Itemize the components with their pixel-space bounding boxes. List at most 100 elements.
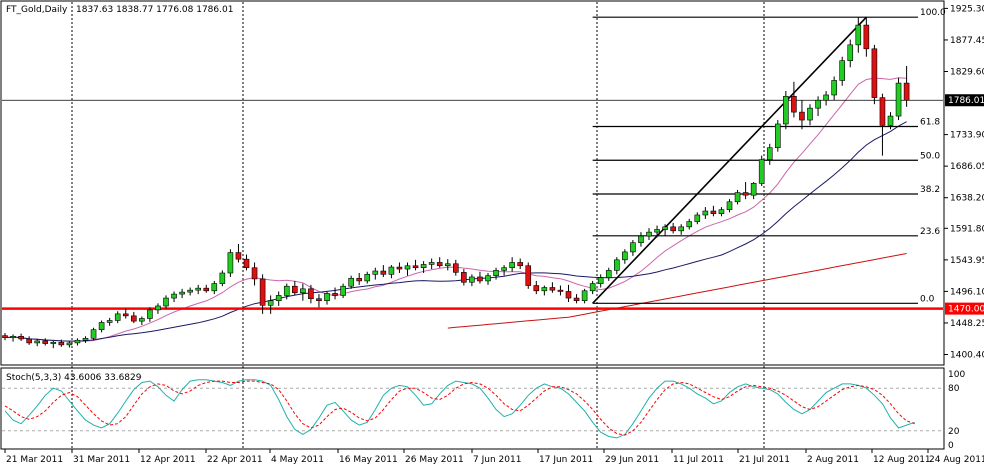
- candle[interactable]: [364, 271, 371, 284]
- candle[interactable]: [799, 100, 805, 130]
- candle[interactable]: [815, 96, 821, 117]
- candle[interactable]: [332, 287, 338, 300]
- current-price-box[interactable]: [945, 94, 984, 107]
- candle[interactable]: [662, 224, 668, 237]
- candle[interactable]: [525, 262, 532, 289]
- candle[interactable]: [324, 291, 330, 305]
- candle[interactable]: [114, 311, 121, 324]
- candle[interactable]: [82, 336, 89, 343]
- candle[interactable]: [783, 91, 789, 130]
- candle[interactable]: [50, 340, 57, 349]
- candle[interactable]: [308, 284, 314, 304]
- candle[interactable]: [847, 39, 854, 68]
- candle[interactable]: [726, 199, 733, 213]
- candle[interactable]: [412, 259, 419, 271]
- candle[interactable]: [622, 249, 628, 264]
- candle[interactable]: [831, 76, 837, 101]
- candle[interactable]: [879, 93, 886, 156]
- candle[interactable]: [42, 338, 49, 346]
- candle[interactable]: [396, 262, 403, 274]
- candle[interactable]: [758, 155, 765, 186]
- candle[interactable]: [404, 262, 411, 276]
- candle[interactable]: [90, 327, 97, 341]
- candle[interactable]: [74, 338, 81, 346]
- candle[interactable]: [766, 143, 773, 165]
- candle[interactable]: [171, 291, 177, 303]
- candle[interactable]: [509, 257, 515, 272]
- candle[interactable]: [718, 207, 725, 217]
- candle[interactable]: [356, 273, 363, 285]
- support-price-box[interactable]: [945, 302, 984, 315]
- candle[interactable]: [734, 189, 741, 205]
- candle[interactable]: [678, 224, 685, 235]
- candle[interactable]: [541, 285, 548, 296]
- candle[interactable]: [380, 265, 387, 277]
- candle[interactable]: [774, 120, 781, 152]
- candle[interactable]: [493, 267, 499, 280]
- candle[interactable]: [251, 262, 258, 286]
- candle[interactable]: [163, 295, 169, 309]
- candle[interactable]: [461, 269, 467, 286]
- candle[interactable]: [557, 285, 564, 296]
- candle[interactable]: [147, 307, 153, 322]
- candle[interactable]: [702, 207, 709, 219]
- candle[interactable]: [179, 288, 185, 299]
- candle[interactable]: [871, 44, 878, 105]
- candle[interactable]: [686, 218, 693, 230]
- candle[interactable]: [428, 258, 435, 270]
- candle[interactable]: [581, 288, 588, 304]
- candle[interactable]: [807, 104, 813, 126]
- candle[interactable]: [106, 317, 113, 326]
- candle[interactable]: [340, 283, 346, 299]
- candle[interactable]: [638, 232, 644, 247]
- candle[interactable]: [139, 316, 145, 326]
- candle[interactable]: [58, 339, 65, 347]
- candle[interactable]: [839, 56, 846, 86]
- candle[interactable]: [259, 274, 266, 314]
- date-axis[interactable]: 21 Mar 2011 31 Mar 2011 12 Apr 2011 22 Apr …: [4, 449, 984, 465]
- candle[interactable]: [517, 258, 524, 270]
- candle[interactable]: [195, 284, 201, 295]
- candle[interactable]: [452, 259, 459, 276]
- candle[interactable]: [501, 265, 507, 276]
- candle[interactable]: [187, 287, 193, 296]
- price-panel[interactable]: [0, 0, 945, 366]
- candle[interactable]: [613, 257, 620, 275]
- candle[interactable]: [485, 273, 491, 285]
- candle[interactable]: [646, 228, 652, 241]
- candle[interactable]: [436, 257, 443, 268]
- candle[interactable]: [34, 338, 41, 347]
- candle[interactable]: [211, 280, 218, 295]
- candle[interactable]: [533, 280, 540, 295]
- candle[interactable]: [549, 282, 556, 293]
- candle[interactable]: [267, 295, 274, 314]
- candle[interactable]: [895, 77, 902, 121]
- candle[interactable]: [710, 205, 717, 217]
- candle[interactable]: [444, 259, 451, 271]
- candle[interactable]: [316, 294, 322, 308]
- candle[interactable]: [388, 265, 395, 279]
- candle[interactable]: [670, 222, 676, 234]
- candle[interactable]: [122, 308, 129, 319]
- candle[interactable]: [300, 283, 306, 301]
- candle[interactable]: [887, 112, 894, 130]
- candle[interactable]: [219, 270, 226, 287]
- candle[interactable]: [243, 254, 250, 271]
- candle[interactable]: [605, 267, 612, 281]
- candle[interactable]: [2, 333, 8, 341]
- candle[interactable]: [750, 182, 757, 200]
- candle[interactable]: [630, 240, 636, 256]
- candle[interactable]: [291, 280, 298, 296]
- candle[interactable]: [589, 280, 596, 295]
- candle[interactable]: [372, 267, 379, 280]
- candle[interactable]: [283, 283, 290, 300]
- candle[interactable]: [573, 294, 580, 304]
- candle[interactable]: [823, 91, 829, 106]
- candle[interactable]: [791, 81, 797, 118]
- stoch-panel[interactable]: [0, 367, 945, 450]
- candle[interactable]: [694, 212, 701, 225]
- price-axis[interactable]: 1925.30 1877.45 1829.60 1733.90 1686.05 1638.…: [944, 4, 984, 361]
- candle[interactable]: [155, 303, 161, 314]
- candle[interactable]: [66, 341, 73, 348]
